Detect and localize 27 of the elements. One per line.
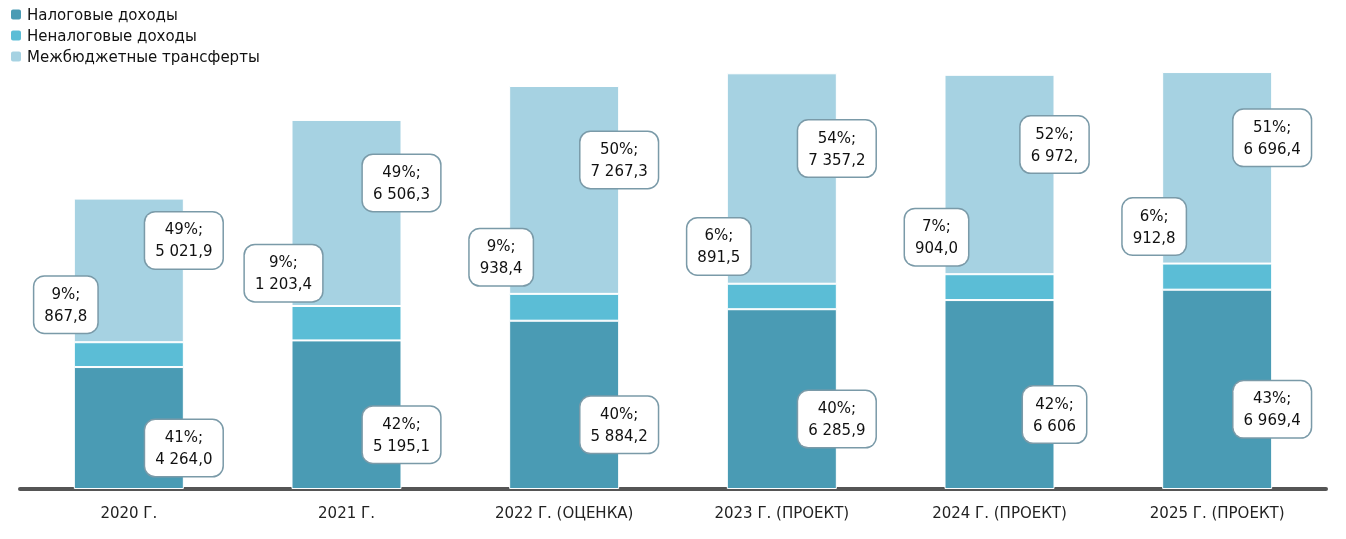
data-label: 54%; 7 357,2: [808, 128, 866, 169]
x-tick-label: 2024 Г. (ПРОЕКТ): [932, 503, 1067, 522]
data-label: 40%; 5 884,2: [590, 404, 648, 445]
data-label: 9%; 938,4: [479, 237, 523, 278]
data-label: 42%; 6 606: [1033, 394, 1076, 435]
data-label: 43%; 6 969,4: [1243, 389, 1301, 430]
data-label: 49%; 6 506,3: [372, 162, 431, 203]
data-label: 51%; 6 696,4: [1243, 117, 1301, 158]
data-label: 9%; 867,8: [44, 284, 88, 325]
data-label: 7%; 904,0: [915, 217, 958, 258]
data-label: 42%; 5 195,1: [372, 414, 431, 455]
legend-label: Неналоговые доходы: [27, 26, 197, 45]
x-tick-label: 2022 Г. (ОЦЕНКА): [494, 503, 634, 522]
data-label: 50%; 7 267,3: [590, 139, 648, 180]
x-tick-label: 2025 Г. (ПРОЕКТ): [1149, 503, 1285, 522]
data-label: 41%; 4 264,0: [155, 428, 213, 469]
legend-label: Налоговые доходы: [27, 5, 178, 24]
x-tick-label: 2023 Г. (ПРОЕКТ): [714, 503, 850, 522]
data-label: 6%; 891,5: [697, 226, 741, 267]
x-tick-label: 2020 Г.: [100, 503, 158, 522]
data-label: 40%; 6 285,9: [808, 399, 866, 440]
data-label: 52%; 6 972,: [1030, 124, 1079, 165]
legend-label: Межбюджетные трансферты: [27, 47, 260, 66]
data-label: 9%; 1 203,4: [254, 253, 313, 294]
x-tick-label: 2021 Г.: [318, 503, 375, 522]
data-label: 49%; 5 021,9: [155, 220, 213, 261]
data-label: 6%; 912,8: [1132, 206, 1176, 247]
